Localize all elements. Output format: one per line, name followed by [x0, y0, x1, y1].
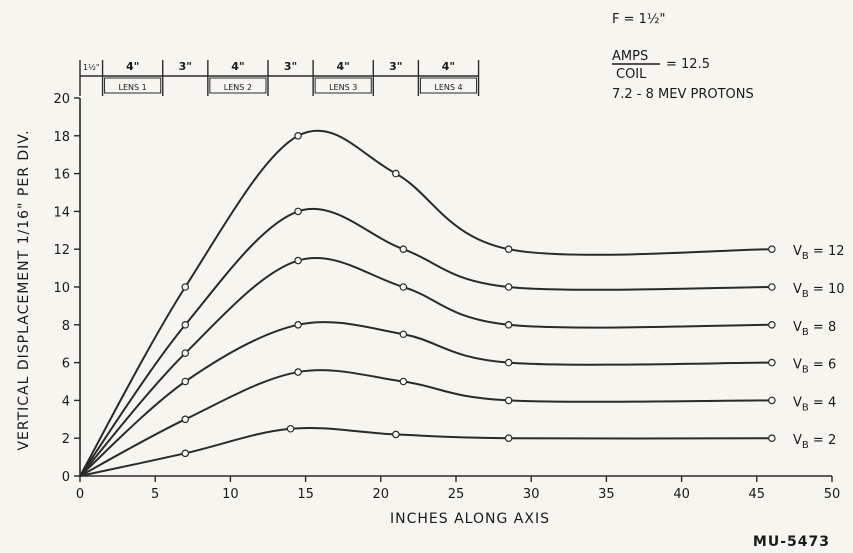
data-point	[768, 434, 776, 443]
data-point	[294, 256, 302, 265]
x-tick-label: 5	[151, 487, 159, 502]
y-tick-label: 2	[62, 432, 70, 447]
x-tick-label: 10	[222, 487, 239, 502]
data-point	[768, 358, 776, 367]
x-tick-label: 45	[749, 487, 766, 502]
series-curves	[79, 129, 776, 477]
lens-label: LENS 3	[329, 83, 357, 92]
series-line	[79, 129, 772, 477]
data-point	[392, 169, 400, 178]
lens-segment-bar: 1½" 4" LENS 1 3" 4" LENS 2 3" 4" LENS 3 3" 4" LENS …	[79, 60, 480, 96]
y-tick-label: 18	[53, 130, 70, 145]
x-tick-label: 15	[297, 487, 314, 502]
segment-length: 4"	[337, 60, 350, 73]
y-axis-label: VERTICAL DISPLACEMENT 1/16" PER DIV.	[16, 129, 32, 450]
x-tick-label: 40	[673, 487, 690, 502]
series-label: VB = 2	[793, 433, 836, 451]
lens-label: LENS 4	[434, 83, 462, 92]
data-point	[181, 449, 190, 458]
x-tick-label: 25	[448, 487, 465, 502]
series-label: VB = 4	[793, 395, 836, 413]
segment-length: 3"	[389, 60, 402, 73]
segment-length: 4"	[231, 60, 244, 73]
lens-box	[314, 77, 372, 94]
segment-length: 1½"	[83, 63, 100, 72]
data-point	[294, 320, 302, 329]
data-point	[504, 396, 513, 405]
data-point	[768, 396, 776, 405]
focal-length-note: F = 1½"	[612, 12, 666, 27]
segment-length: 3"	[179, 60, 192, 73]
y-tick-label: 20	[53, 92, 70, 107]
y-tick-label: 4	[62, 394, 70, 409]
data-point	[294, 207, 302, 216]
y-tick-label: 8	[62, 319, 70, 334]
segment-length: 4"	[442, 60, 455, 73]
series-line	[79, 256, 772, 477]
segment-length: 3"	[284, 60, 297, 73]
x-tick-label: 0	[76, 487, 84, 502]
series-label: VB = 10	[793, 282, 844, 300]
axes: 0 5 10 15 20 25 30 35 40 45 50 0 2 4 6 8 10 12 14 16 18 20	[53, 92, 840, 502]
lens-label: LENS 1	[119, 83, 147, 92]
y-tick-label: 16	[53, 168, 70, 183]
series-labels: VB = 12 VB = 10 VB = 8 VB = 6 VB = 4 VB = 2	[793, 244, 844, 451]
series-label: VB = 6	[793, 358, 836, 376]
data-point	[399, 283, 408, 291]
y-tick-label: 14	[53, 205, 70, 220]
x-tick-label: 50	[824, 487, 841, 502]
series-label: VB = 12	[793, 244, 844, 262]
data-point	[286, 424, 295, 433]
x-tick-label: 20	[373, 487, 390, 502]
data-point	[392, 430, 400, 439]
y-tick-label: 12	[53, 243, 70, 258]
x-axis-label: INCHES ALONG AXIS	[390, 511, 550, 527]
data-point	[399, 377, 408, 386]
data-point	[504, 245, 513, 254]
protons-note: 7.2 - 8 MEV PROTONS	[612, 87, 754, 102]
lens-box	[209, 77, 267, 94]
data-point	[504, 358, 513, 367]
series-line	[79, 369, 772, 477]
y-tick-label: 0	[62, 470, 70, 485]
data-point	[181, 377, 190, 386]
x-tick-label: 30	[523, 487, 540, 502]
data-point	[399, 245, 408, 254]
lens-label: LENS 2	[224, 83, 252, 92]
data-point	[181, 320, 190, 329]
data-point	[294, 132, 302, 140]
data-point	[504, 320, 513, 329]
data-point	[768, 245, 776, 254]
lens-box	[104, 77, 162, 94]
data-point	[504, 434, 513, 443]
series-line	[79, 207, 772, 477]
annotation-block: F = 1½" AMPS COIL = 12.5 7.2 - 8 MEV PRO…	[612, 12, 754, 102]
data-point	[399, 330, 408, 339]
segment-length: 4"	[126, 60, 139, 73]
y-tick-label: 10	[53, 281, 70, 296]
data-point	[181, 415, 190, 424]
x-tick-label: 35	[598, 487, 615, 502]
series-line	[79, 321, 772, 477]
series-label: VB = 8	[793, 320, 836, 338]
data-point	[768, 283, 776, 291]
amps-denominator: COIL	[616, 67, 647, 82]
lens-box	[419, 77, 478, 94]
data-point	[181, 349, 190, 357]
amps-value: = 12.5	[666, 57, 710, 72]
data-point	[504, 283, 513, 291]
amps-numerator: AMPS	[612, 49, 648, 64]
figure-id: MU-5473	[753, 534, 830, 550]
data-point	[768, 320, 776, 329]
y-tick-label: 6	[62, 357, 70, 372]
data-point	[181, 283, 190, 291]
data-point	[294, 368, 302, 376]
